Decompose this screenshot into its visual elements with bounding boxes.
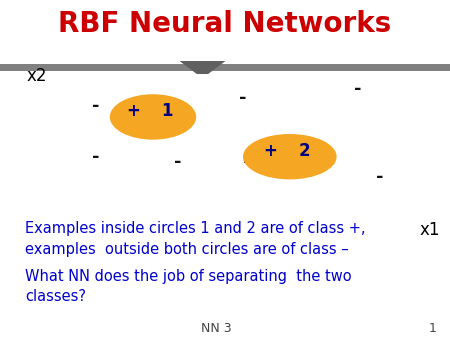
Ellipse shape	[243, 134, 337, 179]
Text: classes?: classes?	[25, 289, 86, 304]
Text: -: -	[92, 148, 99, 166]
Text: 1: 1	[428, 322, 436, 335]
Text: x1: x1	[419, 221, 440, 239]
Text: 1: 1	[162, 102, 173, 120]
Text: -: -	[376, 168, 383, 186]
Text: Examples inside circles 1 and 2 are of class +,: Examples inside circles 1 and 2 are of c…	[25, 221, 365, 236]
Text: +: +	[263, 142, 277, 160]
Text: -: -	[92, 97, 99, 115]
Text: -: -	[355, 79, 362, 98]
Text: -: -	[239, 90, 247, 107]
Text: RBF Neural Networks: RBF Neural Networks	[58, 10, 392, 38]
Ellipse shape	[110, 94, 196, 140]
Text: NN 3: NN 3	[201, 322, 231, 335]
Text: -: -	[175, 153, 182, 171]
Text: examples  outside both circles are of class –: examples outside both circles are of cla…	[25, 242, 348, 257]
Text: x2: x2	[27, 67, 47, 85]
Text: +: +	[126, 102, 140, 120]
Polygon shape	[180, 61, 225, 77]
Text: 2: 2	[298, 142, 310, 160]
Text: What NN does the job of separating  the two: What NN does the job of separating the t…	[25, 269, 351, 284]
Text: -: -	[243, 153, 250, 171]
